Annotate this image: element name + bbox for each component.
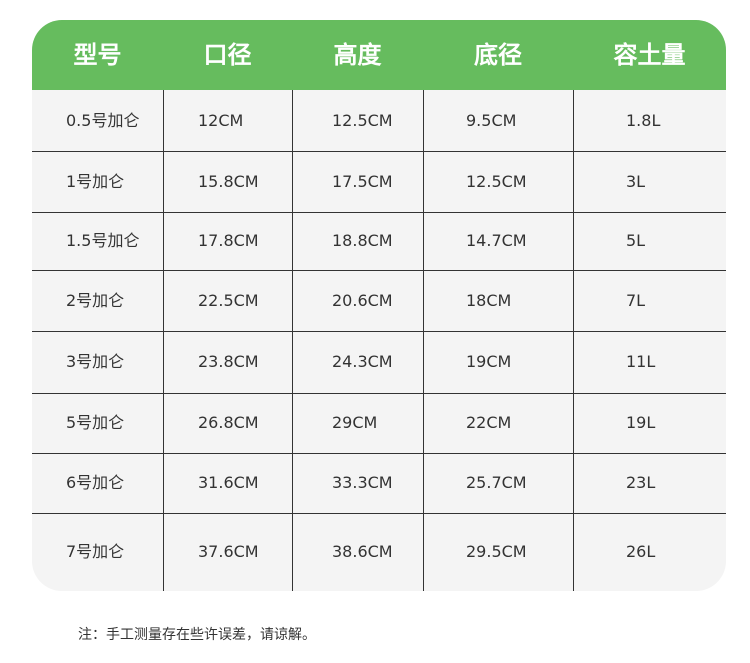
header-cell: 型号 [73, 41, 122, 69]
column-divider [423, 90, 424, 591]
row-divider [32, 393, 726, 394]
table-cell: 11L [626, 352, 656, 371]
table-cell: 19CM [466, 352, 512, 371]
row-divider [32, 151, 726, 152]
header-cell: 底径 [474, 41, 522, 69]
table-cell: 17.5CM [332, 172, 393, 191]
note: 注：手工测量存在些许误差，请谅解。 [78, 627, 316, 643]
header-row [32, 20, 726, 90]
table-cell: 7L [626, 291, 646, 310]
row-divider [32, 331, 726, 332]
column-divider [573, 90, 574, 591]
table-cell: 9.5CM [466, 111, 517, 130]
table-cell: 26.8CM [198, 413, 259, 432]
table-cell: 18.8CM [332, 231, 393, 250]
table-cell: 23.8CM [198, 352, 259, 371]
table-cell: 6号加仑 [66, 473, 125, 492]
table-cell: 14.7CM [466, 231, 527, 250]
row-divider [32, 513, 726, 514]
table-cell: 29CM [332, 413, 378, 432]
row-divider [32, 270, 726, 271]
table-cell: 19L [626, 413, 656, 432]
table-cell: 22.5CM [198, 291, 259, 310]
header-cell: 容土量 [613, 41, 686, 69]
table-cell: 1.5号加仑 [66, 231, 140, 250]
table-cell: 3L [626, 172, 646, 191]
table-cell: 3号加仑 [66, 352, 125, 371]
table-cell: 12CM [198, 111, 244, 130]
table-cell: 12.5CM [466, 172, 527, 191]
table-cell: 26L [626, 542, 656, 561]
column-divider [292, 90, 293, 591]
table-cell: 23L [626, 473, 656, 492]
table-cell: 5L [626, 231, 646, 250]
table-cell: 1.8L [626, 111, 661, 130]
table-cell: 20.6CM [332, 291, 393, 310]
table-cell: 17.8CM [198, 231, 259, 250]
table-cell: 5号加仑 [66, 413, 125, 432]
table-cell: 2号加仑 [66, 291, 125, 310]
row-divider [32, 453, 726, 454]
table-cell: 25.7CM [466, 473, 527, 492]
table-cell: 0.5号加仑 [66, 111, 140, 130]
table-cell: 7号加仑 [66, 542, 125, 561]
table-cell: 18CM [466, 291, 512, 310]
table-cell: 22CM [466, 413, 512, 432]
header-cell: 口径 [203, 41, 252, 69]
size-table: 型号 口径 高度 底径 容土量 0.5号加仑 12CM 12.5CM 9.5CM 1.8L 1号加仑… [32, 20, 726, 591]
table-cell: 24.3CM [332, 352, 393, 371]
row-divider [32, 212, 726, 213]
column-divider [163, 90, 164, 591]
table-cell: 31.6CM [198, 473, 259, 492]
table-cell: 38.6CM [332, 542, 393, 561]
table-cell: 29.5CM [466, 542, 527, 561]
header-cell: 高度 [333, 41, 382, 69]
table-cell: 12.5CM [332, 111, 393, 130]
table-cell: 1号加仑 [66, 172, 125, 191]
table-cell: 15.8CM [198, 172, 259, 191]
table-cell: 37.6CM [198, 542, 259, 561]
table-cell: 33.3CM [332, 473, 393, 492]
